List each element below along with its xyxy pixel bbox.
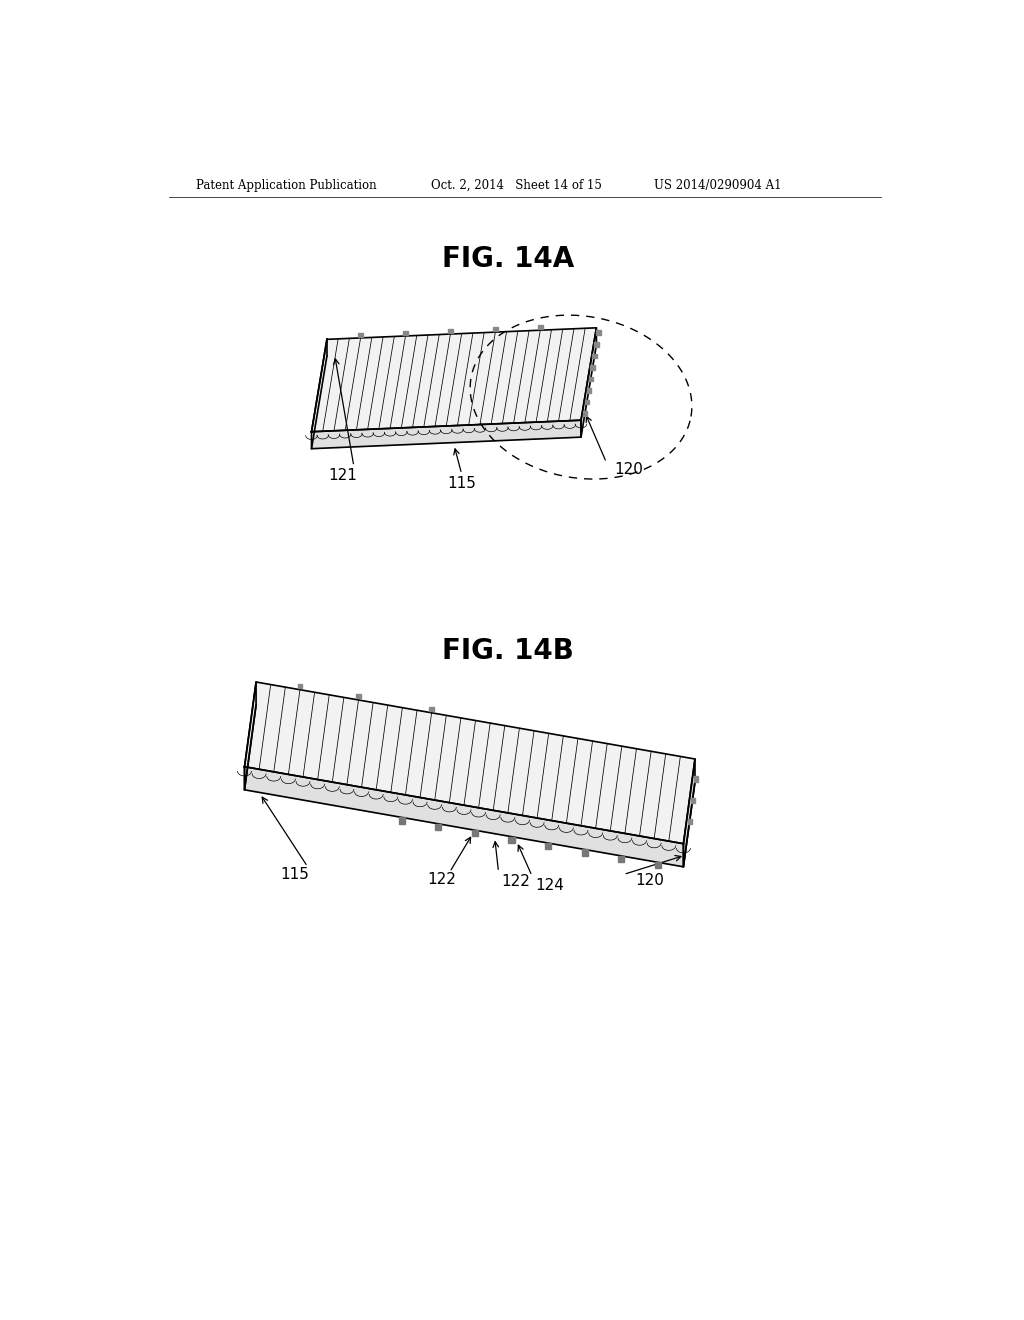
Polygon shape bbox=[356, 694, 360, 698]
Polygon shape bbox=[429, 706, 434, 711]
Text: 124: 124 bbox=[536, 878, 564, 892]
Polygon shape bbox=[509, 837, 515, 842]
Polygon shape bbox=[592, 354, 597, 358]
Polygon shape bbox=[585, 400, 589, 404]
Text: 121: 121 bbox=[328, 469, 356, 483]
Polygon shape bbox=[358, 333, 362, 337]
Polygon shape bbox=[435, 824, 441, 830]
Polygon shape bbox=[538, 325, 543, 330]
Polygon shape bbox=[311, 327, 596, 432]
Text: Oct. 2, 2014   Sheet 14 of 15: Oct. 2, 2014 Sheet 14 of 15 bbox=[431, 178, 602, 191]
Polygon shape bbox=[618, 855, 625, 862]
Polygon shape bbox=[583, 412, 588, 416]
Text: 115: 115 bbox=[281, 867, 309, 882]
Text: 115: 115 bbox=[447, 475, 476, 491]
Text: FIG. 14B: FIG. 14B bbox=[442, 638, 573, 665]
Polygon shape bbox=[587, 388, 591, 393]
Polygon shape bbox=[654, 862, 660, 869]
Polygon shape bbox=[245, 767, 683, 867]
Text: 122: 122 bbox=[427, 873, 457, 887]
Text: FIG. 14A: FIG. 14A bbox=[441, 244, 574, 272]
Polygon shape bbox=[403, 330, 408, 335]
Polygon shape bbox=[581, 327, 596, 437]
Polygon shape bbox=[493, 327, 498, 331]
Polygon shape bbox=[594, 342, 599, 347]
Text: Patent Application Publication: Patent Application Publication bbox=[196, 178, 377, 191]
Polygon shape bbox=[591, 366, 595, 370]
Polygon shape bbox=[398, 817, 404, 824]
Text: US 2014/0290904 A1: US 2014/0290904 A1 bbox=[654, 178, 781, 191]
Polygon shape bbox=[545, 843, 551, 849]
Polygon shape bbox=[245, 682, 695, 843]
Polygon shape bbox=[589, 376, 593, 381]
Polygon shape bbox=[245, 682, 256, 789]
Polygon shape bbox=[683, 759, 695, 867]
Polygon shape bbox=[691, 797, 695, 803]
Polygon shape bbox=[596, 330, 601, 335]
Polygon shape bbox=[449, 329, 453, 333]
Polygon shape bbox=[582, 850, 588, 855]
Polygon shape bbox=[311, 420, 581, 449]
Polygon shape bbox=[298, 684, 302, 688]
Text: 120: 120 bbox=[614, 462, 643, 477]
Text: 120: 120 bbox=[635, 873, 664, 888]
Polygon shape bbox=[472, 830, 478, 837]
Polygon shape bbox=[693, 776, 698, 781]
Polygon shape bbox=[311, 339, 327, 449]
Text: 122: 122 bbox=[501, 874, 529, 888]
Polygon shape bbox=[245, 705, 695, 867]
Polygon shape bbox=[688, 818, 692, 824]
